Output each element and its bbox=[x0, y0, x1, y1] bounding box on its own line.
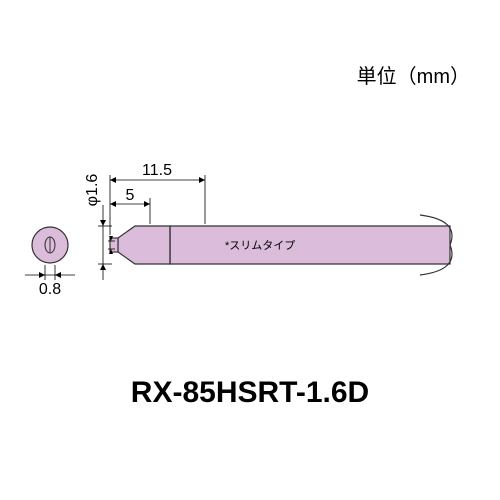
dim-0-8: 0.8 bbox=[25, 265, 75, 298]
dim-5-text: 5 bbox=[126, 187, 135, 204]
body-shaft bbox=[170, 226, 450, 264]
body-cone bbox=[118, 226, 170, 264]
dim-0-8-text: 0.8 bbox=[39, 281, 61, 298]
dim-phi-text: φ1.6 bbox=[84, 174, 101, 207]
slim-type-label: *スリムタイプ bbox=[225, 239, 295, 252]
dim-5: 5 bbox=[110, 187, 150, 224]
dim-phi-1-6: φ1.6 bbox=[84, 174, 112, 280]
part-number: RX-85HSRT-1.6D bbox=[0, 376, 500, 410]
dim-11-5-text: 11.5 bbox=[142, 162, 172, 179]
unit-label: 単位（mm） bbox=[357, 60, 470, 89]
tip-diagram: 0.8 *スリムタイプ φ1.6 bbox=[20, 130, 480, 330]
end-view bbox=[32, 227, 68, 263]
dim-11-5: 11.5 bbox=[110, 162, 205, 235]
